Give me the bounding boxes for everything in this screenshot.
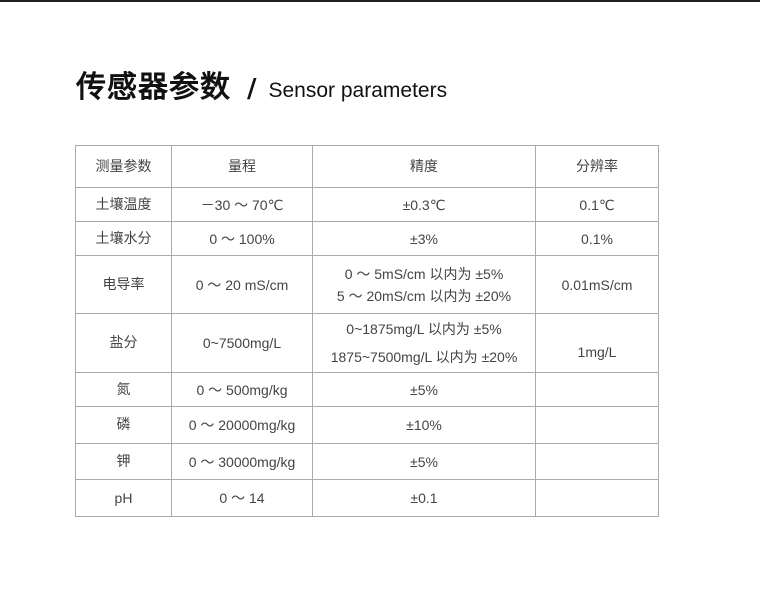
accuracy-cell: ±5% (312, 372, 536, 407)
param-cell: 钾 (75, 443, 172, 480)
table-row: 盐分 0~7500mg/L 0~1875mg/L 以内为 ±5% 1875~75… (75, 313, 659, 373)
param-cell: 氮 (75, 372, 172, 407)
resolution-cell (535, 443, 659, 480)
resolution-cell: 1mg/L (535, 313, 659, 373)
accuracy-cell: 0 ～ 5mS/cm 以内为 ±5% 5 ～ 20mS/cm 以内为 ±20% (312, 255, 536, 314)
table-row: 磷 0 ～ 20000mg/kg ±10% (75, 406, 659, 444)
accuracy-cell: ±10% (312, 406, 536, 444)
range-cell: 0 ～ 20000mg/kg (171, 406, 313, 444)
param-cell: 土壤温度 (75, 187, 172, 222)
accuracy-line: 0~1875mg/L 以内为 ±5% (346, 321, 502, 337)
range-cell: 0 ～ 14 (171, 479, 313, 517)
range-cell: 0 ～ 100% (171, 221, 313, 256)
table-row: 氮 0 ～ 500mg/kg ±5% (75, 372, 659, 407)
resolution-cell: 0.1℃ (535, 187, 659, 222)
resolution-cell: 0.1% (535, 221, 659, 256)
range-cell: 0 ～ 500mg/kg (171, 372, 313, 407)
accuracy-cell: ±0.3℃ (312, 187, 536, 222)
title-english: Sensor parameters (268, 79, 448, 102)
header-cell: 精度 (312, 145, 536, 188)
range-cell: 0~7500mg/L (171, 313, 313, 373)
table-row: 土壤水分 0 ～ 100% ±3% 0.1% (75, 221, 659, 256)
accuracy-cell: ±3% (312, 221, 536, 256)
range-cell: －30 ～ 70℃ (171, 187, 313, 222)
param-cell: 磷 (75, 406, 172, 444)
sensor-parameters-table: 测量参数 量程 精度 分辨率 土壤温度 －30 ～ 70℃ ±0.3℃ 0.1℃… (75, 145, 659, 517)
header-cell: 测量参数 (75, 145, 172, 188)
page-title: 传感器参数 / Sensor parameters (76, 62, 447, 106)
range-cell: 0 ～ 30000mg/kg (171, 443, 313, 480)
title-chinese: 传感器参数 (76, 70, 231, 105)
top-divider (0, 0, 760, 2)
resolution-cell (535, 406, 659, 444)
range-cell: 0 ～ 20 mS/cm (171, 255, 313, 314)
param-cell: pH (75, 479, 172, 517)
accuracy-cell: ±5% (312, 443, 536, 480)
table-row: 电导率 0 ～ 20 mS/cm 0 ～ 5mS/cm 以内为 ±5% 5 ～ … (75, 255, 659, 314)
resolution-cell: 0.01mS/cm (535, 255, 659, 314)
param-cell: 盐分 (75, 313, 172, 373)
accuracy-line: 1875~7500mg/L 以内为 ±20% (330, 349, 518, 365)
header-cell: 分辨率 (535, 145, 659, 188)
table-header-row: 测量参数 量程 精度 分辨率 (75, 145, 659, 188)
accuracy-line: 5 ～ 20mS/cm 以内为 ±20% (336, 287, 512, 304)
table-row: 土壤温度 －30 ～ 70℃ ±0.3℃ 0.1℃ (75, 187, 659, 222)
resolution-cell (535, 372, 659, 407)
title-separator: / (247, 74, 257, 104)
table-row: 钾 0 ～ 30000mg/kg ±5% (75, 443, 659, 480)
accuracy-cell: ±0.1 (312, 479, 536, 517)
param-cell: 土壤水分 (75, 221, 172, 256)
accuracy-cell: 0~1875mg/L 以内为 ±5% 1875~7500mg/L 以内为 ±20… (312, 313, 536, 373)
table-row: pH 0 ～ 14 ±0.1 (75, 479, 659, 517)
param-cell: 电导率 (75, 255, 172, 314)
accuracy-line: 0 ～ 5mS/cm 以内为 ±5% (344, 265, 504, 282)
resolution-cell (535, 479, 659, 517)
header-cell: 量程 (171, 145, 313, 188)
